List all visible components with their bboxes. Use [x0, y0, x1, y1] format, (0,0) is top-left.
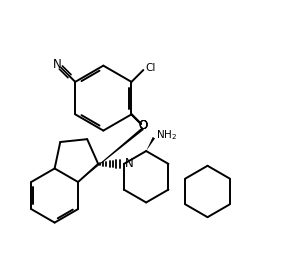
- Text: O: O: [138, 119, 148, 132]
- Text: N: N: [53, 58, 62, 71]
- Polygon shape: [78, 127, 144, 182]
- Text: N: N: [125, 157, 134, 170]
- Text: NH$_2$: NH$_2$: [156, 128, 177, 142]
- Polygon shape: [146, 137, 155, 151]
- Text: O: O: [138, 119, 148, 132]
- Text: Cl: Cl: [146, 63, 156, 73]
- Text: O: O: [138, 119, 148, 132]
